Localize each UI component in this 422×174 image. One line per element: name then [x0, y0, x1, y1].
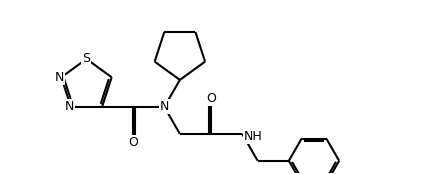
Text: N: N	[65, 100, 74, 113]
Text: N: N	[55, 71, 65, 84]
Text: S: S	[82, 53, 90, 65]
Text: O: O	[128, 136, 138, 149]
Text: N: N	[160, 100, 169, 113]
Text: O: O	[206, 92, 216, 105]
Text: NH: NH	[243, 130, 262, 143]
